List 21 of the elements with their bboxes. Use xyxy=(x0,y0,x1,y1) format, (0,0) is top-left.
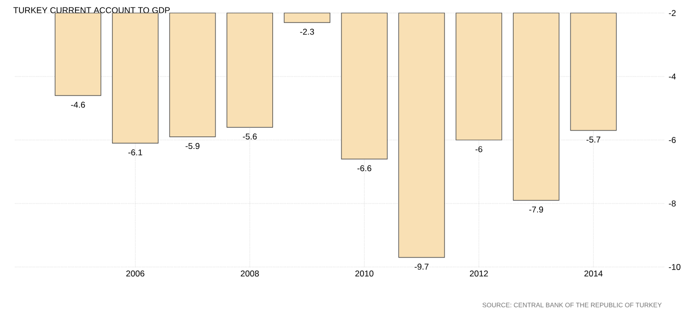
data-label: -9.7 xyxy=(414,264,428,270)
data-label: -2.3 xyxy=(300,28,314,35)
data-label: -5.9 xyxy=(186,143,200,150)
data-label: -4.6 xyxy=(71,102,85,108)
y-tick-label: -10 xyxy=(668,264,680,270)
x-tick-label: 2006 xyxy=(126,270,144,277)
data-label: -7.9 xyxy=(529,206,544,213)
y-tick-label: -8 xyxy=(668,200,676,206)
y-tick-label: -6 xyxy=(668,137,676,143)
chart-title: TURKEY CURRENT ACCOUNT TO GDP xyxy=(13,7,170,14)
y-tick-label: -4 xyxy=(668,74,676,80)
x-tick-label: 2010 xyxy=(355,270,374,277)
x-tick-label: 2008 xyxy=(240,270,259,277)
x-tick-label: 2014 xyxy=(584,270,603,277)
data-label: -6.1 xyxy=(128,149,142,156)
data-label: -5.6 xyxy=(242,134,257,140)
y-tick-label: -2 xyxy=(668,10,676,16)
data-label: -6 xyxy=(476,146,482,152)
data-label: -6.6 xyxy=(357,165,372,172)
x-tick-label: 2012 xyxy=(470,270,488,277)
data-label: -5.7 xyxy=(586,136,600,143)
